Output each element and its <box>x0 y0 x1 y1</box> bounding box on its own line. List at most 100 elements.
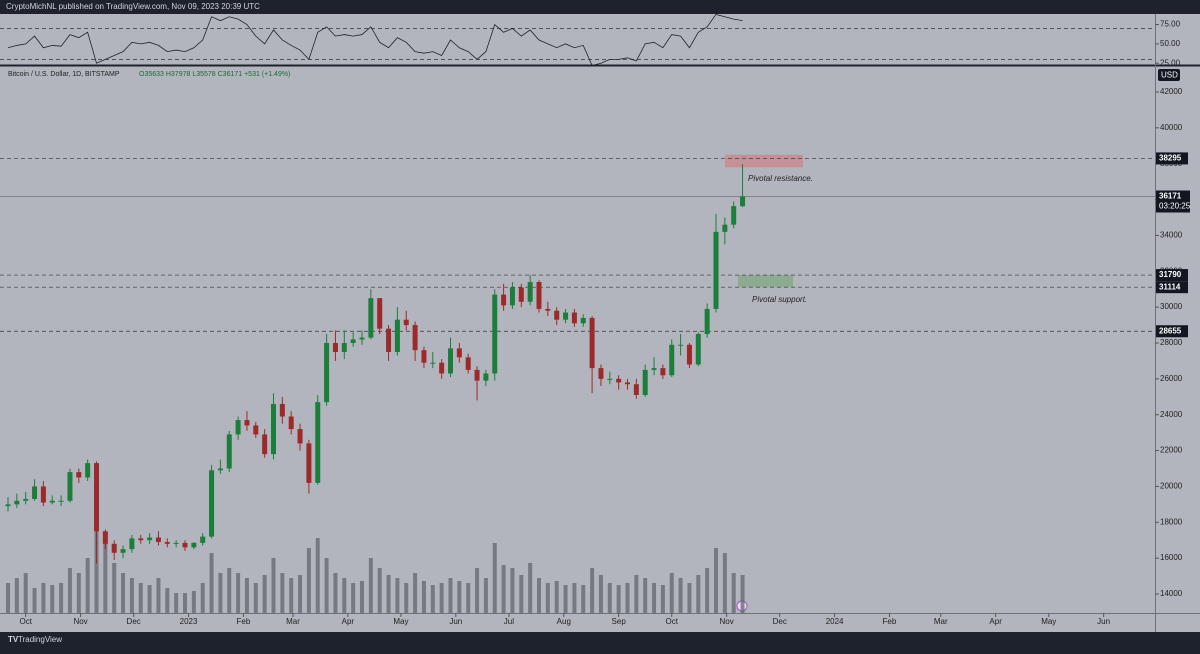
volume-bar <box>483 578 488 613</box>
candle-body <box>306 443 312 483</box>
candle-body <box>129 538 135 550</box>
candle-body <box>386 328 392 352</box>
candle-body <box>244 420 250 426</box>
volume-bar <box>475 568 480 613</box>
candle-body <box>625 382 630 385</box>
volume-bar <box>209 553 214 613</box>
x-tick-label: Nov <box>73 617 87 626</box>
volume-bar <box>457 581 462 613</box>
volume-bar <box>537 578 541 613</box>
volume-bar <box>545 583 550 613</box>
candle-body <box>669 344 675 376</box>
last-price-box <box>1156 190 1190 213</box>
volume-bar <box>696 575 701 613</box>
candle-body <box>32 486 38 499</box>
candle-body <box>722 224 728 232</box>
y-tick-label: 20000 <box>1160 482 1183 491</box>
candle-body <box>226 434 232 469</box>
candle-body <box>5 504 11 507</box>
y-tick-label: 26000 <box>1160 374 1183 383</box>
candle-body <box>14 500 20 505</box>
x-tick-label: Jun <box>1097 617 1110 626</box>
x-tick-label: May <box>393 617 408 626</box>
x-tick-label: Sep <box>612 617 627 626</box>
candle-body <box>421 350 427 363</box>
level-label: 38295 <box>1159 154 1182 163</box>
volume-bar <box>342 578 347 613</box>
volume-bar <box>430 585 435 613</box>
volume-bar <box>492 543 497 613</box>
x-tick-label: Jul <box>504 617 514 626</box>
volume-bar <box>386 575 391 613</box>
candle-body <box>713 231 719 309</box>
volume-bar <box>660 585 665 613</box>
volume-bar <box>678 578 683 613</box>
volume-bar <box>218 573 223 613</box>
candle-body <box>518 287 524 302</box>
volume-bar <box>156 578 161 613</box>
candle-body <box>439 362 445 374</box>
x-tick-label: Aug <box>557 617 571 626</box>
candle-body <box>474 369 480 381</box>
x-tick-label: Dec <box>127 617 141 626</box>
level-box <box>1156 269 1188 282</box>
candle-body <box>678 344 684 346</box>
candle-body <box>58 500 64 502</box>
volume-bar <box>227 568 232 613</box>
volume-bar <box>23 573 28 613</box>
y-tick-label: 18000 <box>1160 517 1183 526</box>
candle-body <box>695 334 701 365</box>
volume-bar <box>669 573 674 613</box>
volume-bar <box>554 581 559 613</box>
candle-body <box>341 342 347 352</box>
volume-bar <box>439 583 444 613</box>
candle-body <box>40 486 46 503</box>
y-tick-label: 16000 <box>1160 553 1183 562</box>
candle-body <box>554 310 560 320</box>
y-tick-label: 42000 <box>1160 87 1183 96</box>
volume-bar <box>590 568 595 613</box>
candle-body <box>297 429 303 444</box>
volume-bar <box>59 583 64 613</box>
volume-bar <box>351 583 356 613</box>
volume-bar <box>616 585 621 613</box>
x-tick-label: Oct <box>19 617 32 626</box>
volume-bar <box>705 568 710 613</box>
candle-body <box>235 420 241 435</box>
candle-body <box>704 308 710 335</box>
y-tick-label: 30000 <box>1160 302 1183 311</box>
candle-body <box>430 362 436 364</box>
volume-bar <box>634 575 639 613</box>
volume-bar <box>32 588 37 613</box>
countdown: 03:20:25 <box>1159 202 1191 211</box>
symbol-title: Bitcoin / U.S. Dollar, 1D, BITSTAMP <box>8 71 120 78</box>
candle-body <box>138 538 144 541</box>
candle-body <box>182 542 188 548</box>
candle-body <box>288 416 294 430</box>
y-tick-label: 28000 <box>1160 338 1183 347</box>
candle-body <box>501 294 507 306</box>
volume-bar <box>528 563 533 613</box>
candle-body <box>633 384 639 395</box>
volume-bar <box>687 583 692 613</box>
x-tick-label: Apr <box>989 617 1002 626</box>
volume-bar <box>714 548 718 613</box>
candle-body <box>448 348 453 374</box>
candle-body <box>359 337 365 340</box>
volume-bar <box>448 578 453 613</box>
level-label: 28655 <box>1159 326 1182 335</box>
volume-bar <box>298 575 303 613</box>
y-tick-label: 40000 <box>1160 123 1183 132</box>
volume-bar <box>395 578 400 613</box>
volume-bar <box>306 548 311 613</box>
volume-bar <box>129 578 134 613</box>
zone <box>725 154 803 168</box>
volume-bar <box>147 585 152 613</box>
x-tick-label: Apr <box>342 617 355 626</box>
volume-bar <box>165 588 170 613</box>
volume-bar <box>563 585 568 613</box>
volume-bar <box>121 573 126 613</box>
candle-body <box>545 308 551 311</box>
volume-bar <box>333 573 338 613</box>
x-tick-label: Feb <box>237 617 251 626</box>
